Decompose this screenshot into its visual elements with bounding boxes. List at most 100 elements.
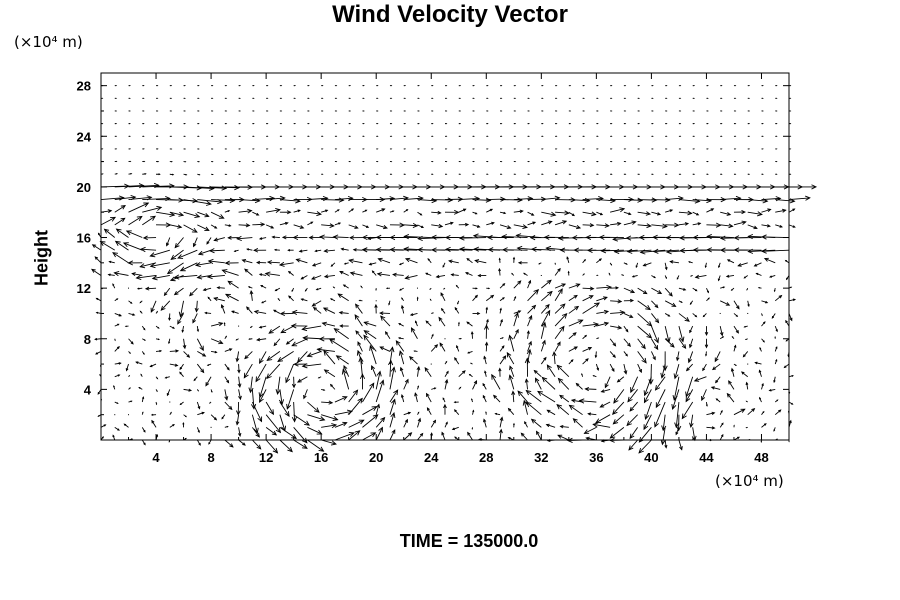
vector-arrow [301, 363, 322, 369]
vector-arrow [91, 244, 102, 251]
vector-arrow [255, 363, 267, 383]
vector-arrow [472, 409, 475, 415]
vector-arrow [643, 414, 652, 431]
vector-arrow [596, 258, 602, 264]
vector-arrow [268, 325, 281, 334]
vector-arrow [363, 321, 377, 327]
vector-arrow [788, 374, 794, 378]
vector-arrow [128, 300, 133, 304]
vector-arrow [650, 351, 656, 361]
vector-arrow [155, 310, 159, 314]
vector-arrow [173, 274, 198, 280]
vector-arrow [174, 237, 184, 249]
vector-arrow [307, 221, 314, 226]
vector-arrow [287, 270, 294, 276]
vector-arrow [233, 249, 239, 253]
vector-arrow [125, 230, 143, 238]
vector-arrow [403, 432, 413, 441]
vector-arrow [403, 246, 432, 252]
vector-arrow [252, 195, 276, 202]
vector-arrow [609, 351, 616, 358]
vector-arrow [774, 335, 776, 339]
vector-arrow [348, 397, 363, 415]
vector-arrow [676, 414, 682, 432]
vector-arrow [141, 396, 145, 403]
vector-arrow [183, 185, 215, 191]
vector-arrow [486, 234, 514, 241]
vector-arrow [349, 271, 363, 276]
vector-arrow [671, 389, 680, 410]
vector-arrow [706, 426, 716, 430]
vector-arrow [506, 351, 515, 365]
vector-arrow [362, 432, 377, 441]
vector-arrow [210, 338, 224, 345]
vector-arrow [94, 256, 102, 264]
vector-arrow [168, 313, 171, 321]
vector-arrow [731, 335, 735, 340]
vector-arrow [664, 313, 671, 317]
vector-arrow [595, 414, 611, 424]
vector-arrow [271, 235, 280, 239]
vector-arrow [491, 373, 501, 390]
vector-arrow [466, 321, 473, 327]
time-label: TIME = 135000.0 [399, 531, 539, 551]
vector-arrow [169, 424, 175, 428]
vector-arrow [315, 287, 322, 291]
vector-arrow [582, 273, 585, 276]
vector-layer [91, 85, 818, 454]
vector-arrow [733, 424, 735, 428]
vector-arrow [417, 224, 425, 228]
vector-arrow [413, 350, 418, 352]
vector-arrow [224, 439, 234, 448]
vector-arrow [376, 196, 396, 202]
vector-arrow [249, 290, 254, 301]
vector-arrow [293, 209, 301, 213]
vector-arrow [179, 401, 184, 406]
vector-arrow [151, 419, 157, 428]
vector-arrow [651, 211, 662, 216]
vector-arrow [128, 202, 150, 213]
vector-arrow [526, 348, 532, 365]
vector-arrow [678, 439, 683, 451]
vector-arrow [291, 338, 308, 347]
vector-arrow [582, 358, 589, 365]
vector-arrow [115, 228, 129, 238]
vector-arrow [151, 275, 170, 281]
vector-arrow [714, 351, 721, 363]
vector-arrow [210, 426, 212, 428]
vector-arrow [213, 237, 225, 242]
vector-arrow [265, 224, 275, 229]
vector-arrow [486, 287, 491, 290]
vector-arrow [664, 338, 675, 348]
vector-arrow [441, 431, 446, 441]
vector-arrow [511, 390, 516, 403]
vector-arrow [307, 414, 326, 422]
vector-arrow [678, 300, 683, 303]
vector-arrow [334, 209, 340, 213]
vector-arrow [788, 184, 818, 190]
vector-arrow [183, 161, 187, 163]
vector-arrow [743, 325, 748, 328]
vector-arrow [380, 315, 391, 327]
vector-arrow [637, 338, 646, 350]
vector-arrow [207, 296, 212, 302]
vector-arrow [745, 400, 748, 403]
vector-arrow [429, 287, 432, 291]
vector-arrow [623, 298, 635, 303]
vector-arrow [524, 357, 530, 377]
vector-arrow [586, 247, 611, 253]
vector-arrow [189, 287, 198, 297]
vector-arrow [374, 303, 378, 314]
vector-arrow [737, 262, 748, 267]
vector-arrow [261, 300, 267, 304]
vector-arrow [718, 262, 721, 269]
vector-arrow [128, 313, 136, 316]
vector-arrow [311, 300, 322, 307]
vector-arrow [513, 310, 522, 314]
vector-arrow [141, 439, 146, 446]
vector-arrow [774, 399, 779, 403]
vector-arrow [316, 347, 335, 353]
vector-arrow [513, 224, 528, 230]
vector-arrow [266, 207, 281, 213]
